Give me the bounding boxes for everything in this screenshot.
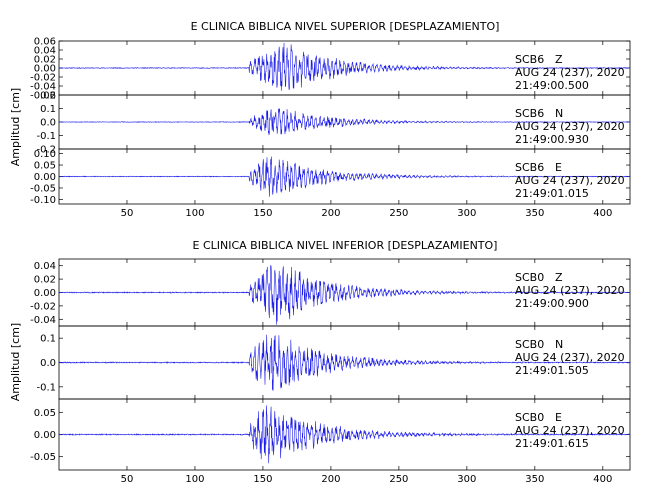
trace-line: [58, 264, 631, 325]
y-tick-label: -0.05: [30, 183, 56, 194]
date-label: AUG 24 (237), 2020: [515, 351, 625, 364]
y-tick-label: -0.04: [30, 82, 56, 93]
time-label: 21:49:00.500: [515, 79, 589, 92]
y-tick-label: -0.02: [30, 301, 56, 312]
y-tick-label: 0.1: [40, 104, 56, 115]
y-tick-label: -0.04: [30, 315, 56, 326]
y-tick-label: 0.05: [34, 161, 56, 172]
date-label: AUG 24 (237), 2020: [515, 120, 625, 133]
x-tick-label: 300: [457, 474, 476, 485]
y-tick-label: 0.04: [34, 46, 56, 57]
y-tick-label: -0.2: [36, 145, 56, 156]
x-tick-label: 150: [253, 208, 272, 219]
time-label: 21:49:01.615: [515, 437, 589, 450]
x-tick-label: 400: [593, 208, 612, 219]
y-tick-label: 0.06: [34, 37, 56, 48]
seismogram-panel-SCB6-Z: 0.060.040.020.00-0.02-0.04-0.06 SCB6 ZAUG …: [30, 37, 631, 102]
y-tick-label: 0.0: [40, 358, 56, 369]
x-tick-label: 200: [321, 474, 340, 485]
y-tick-label: -0.02: [30, 73, 56, 84]
top-ylabel: Amplitud [cm]: [9, 88, 22, 166]
date-label: AUG 24 (237), 2020: [515, 66, 625, 79]
y-tick-label: 0.10: [34, 149, 56, 160]
y-tick-label: 0.00: [34, 430, 56, 441]
y-tick-label: 0.00: [34, 288, 56, 299]
station-label: SCB0: [515, 271, 544, 284]
station-label: SCB0: [515, 338, 544, 351]
trace-line: [59, 108, 630, 136]
x-tick-label: 200: [321, 208, 340, 219]
x-tick-label: 100: [185, 208, 204, 219]
y-tick-label: -0.10: [30, 195, 56, 206]
y-tick-label: 0.04: [34, 261, 56, 272]
component-label: N: [555, 107, 563, 120]
y-tick-label: 0.00: [34, 64, 56, 75]
top-chart-title: E CLINICA BIBLICA NIVEL SUPERIOR [DESPLA…: [191, 20, 500, 33]
x-tick-label: 400: [593, 474, 612, 485]
date-label: AUG 24 (237), 2020: [515, 174, 625, 187]
x-tick-label: 50: [121, 474, 134, 485]
trace-line: [58, 334, 631, 391]
component-label: E: [555, 411, 562, 424]
component-label: Z: [555, 271, 563, 284]
y-tick-label: 0.02: [34, 55, 56, 66]
time-label: 21:49:01.015: [515, 187, 589, 200]
x-tick-label: 250: [389, 208, 408, 219]
bottom-chart-title: E CLINICA BIBLICA NIVEL INFERIOR [DESPLA…: [193, 239, 498, 252]
station-label: SCB6: [515, 107, 544, 120]
date-label: AUG 24 (237), 2020: [515, 284, 625, 297]
y-tick-label: -0.06: [30, 91, 56, 102]
y-tick-label: 0.1: [40, 334, 56, 345]
y-tick-label: 0.05: [34, 408, 56, 419]
x-tick-label: 100: [185, 474, 204, 485]
x-tick-label: 250: [389, 474, 408, 485]
x-tick-label: 50: [121, 208, 134, 219]
y-tick-label: -0.1: [36, 382, 56, 393]
time-label: 21:49:01.505: [515, 364, 589, 377]
date-label: AUG 24 (237), 2020: [515, 424, 625, 437]
station-label: SCB0: [515, 411, 544, 424]
y-tick-label: 0.0: [40, 118, 56, 129]
x-tick-label: 150: [253, 474, 272, 485]
y-tick-label: 0.02: [34, 275, 56, 286]
y-tick-label: -0.1: [36, 131, 56, 142]
x-tick-label: 350: [525, 208, 544, 219]
station-label: SCB6: [515, 53, 544, 66]
trace-line: [59, 42, 631, 91]
y-tick-label: 0.00: [34, 172, 56, 183]
component-label: Z: [555, 53, 563, 66]
station-label: SCB6: [515, 161, 544, 174]
y-tick-label: -0.05: [30, 452, 56, 463]
x-tick-label: 300: [457, 208, 476, 219]
y-tick-label: 0.2: [40, 91, 56, 102]
time-label: 21:49:00.900: [515, 297, 589, 310]
trace-line: [58, 405, 630, 464]
component-label: E: [555, 161, 562, 174]
bottom-ylabel: Amplitud [cm]: [9, 323, 22, 401]
trace-line: [58, 156, 631, 197]
x-tick-label: 350: [525, 474, 544, 485]
component-label: N: [555, 338, 563, 351]
time-label: 21:49:00.930: [515, 133, 589, 146]
